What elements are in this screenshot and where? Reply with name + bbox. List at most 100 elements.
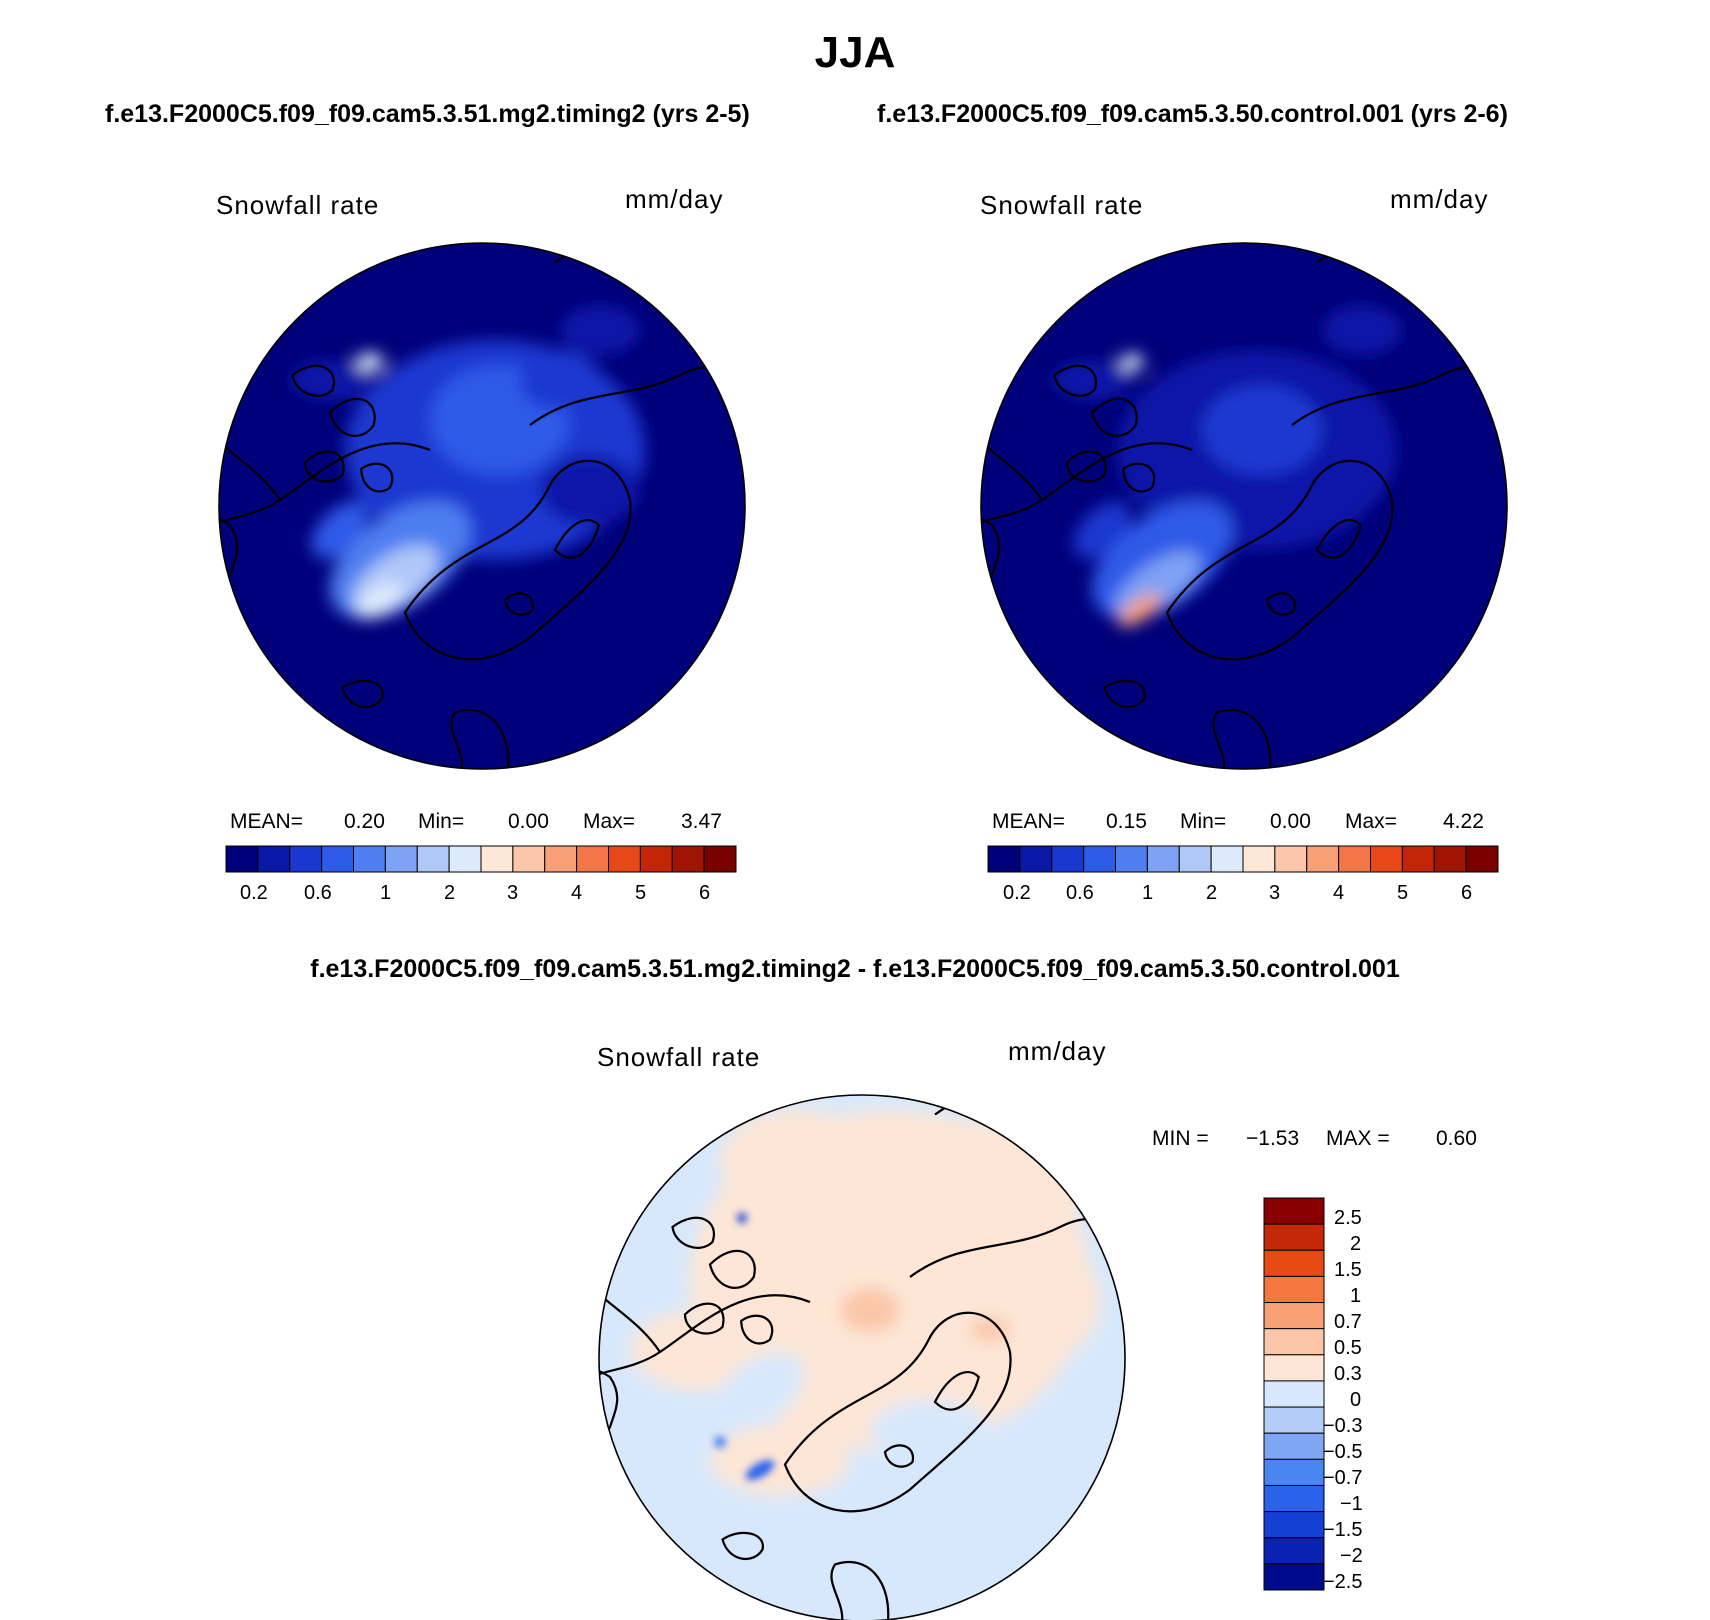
right-tick: 0.2 [1003, 882, 1031, 904]
right-polar-map [980, 242, 1508, 770]
left-max-label: Max= [583, 810, 635, 833]
left-mean-label: MEAN= [230, 810, 303, 833]
right-colorbar-swatch [1146, 845, 1180, 873]
left-tick: 4 [571, 882, 583, 904]
diff-min-label: MIN = [1152, 1127, 1209, 1150]
diff-tick: 0 [1350, 1389, 1362, 1411]
diff-tick: −0.7 [1323, 1467, 1363, 1489]
left-mean-value: 0.20 [344, 810, 385, 833]
right-min-value: 0.00 [1270, 810, 1311, 833]
diff-min-value: −1.53 [1246, 1127, 1300, 1150]
diff-tick: 2.5 [1334, 1207, 1362, 1229]
left-colorbar-swatch [544, 845, 578, 873]
diff-colorbar-swatch [1263, 1458, 1325, 1486]
diff-colorbar-swatch [1263, 1249, 1325, 1277]
left-colorbar-swatch [480, 845, 514, 873]
left-colorbar-swatch [576, 845, 609, 873]
left-colorbar-swatch [384, 845, 418, 873]
right-variable-label: Snowfall rate [980, 190, 1144, 220]
left-colorbar-swatch [225, 845, 259, 873]
left-colorbar-swatch [512, 845, 546, 873]
left-tick: 3 [507, 882, 519, 904]
diff-tick: −1.5 [1323, 1519, 1363, 1541]
diff-colorbar-swatch [1263, 1302, 1325, 1330]
right-tick: 3 [1269, 882, 1281, 904]
left-colorbar-swatch [321, 845, 354, 873]
left-colorbar-swatch [353, 845, 386, 873]
diff-tick: −1 [1340, 1493, 1363, 1515]
right-colorbar-swatch [1083, 845, 1116, 873]
left-colorbar-swatch [448, 845, 482, 873]
diff-tick: −2 [1340, 1545, 1363, 1567]
right-colorbar-swatch [1274, 845, 1308, 873]
diff-variable-label: Snowfall rate [597, 1042, 761, 1072]
right-min-label: Min= [1180, 810, 1227, 833]
diff-tick: 0.3 [1334, 1363, 1362, 1385]
right-max-value: 4.22 [1443, 810, 1484, 833]
diff-colorbar-swatch [1263, 1223, 1325, 1251]
left-colorbar [225, 845, 737, 873]
right-mean-value: 0.15 [1106, 810, 1147, 833]
right-units-label: mm/day [1390, 184, 1489, 214]
right-tick: 4 [1333, 882, 1345, 904]
left-tick: 2 [444, 882, 456, 904]
right-max-label: Max= [1345, 810, 1397, 833]
right-colorbar-swatch [1115, 845, 1148, 873]
diff-tick: 1.5 [1334, 1259, 1362, 1281]
right-tick: 5 [1397, 882, 1409, 904]
diff-max-value: 0.60 [1436, 1127, 1477, 1150]
right-colorbar-swatch [1338, 845, 1371, 873]
diff-units-label: mm/day [1008, 1036, 1107, 1066]
right-case-title: f.e13.F2000C5.f09_f09.cam5.3.50.control.… [877, 100, 1508, 128]
diff-tick: 1 [1350, 1285, 1362, 1307]
diff-colorbar-swatch [1263, 1354, 1325, 1382]
left-colorbar-swatch [703, 845, 737, 873]
page-title: JJA [814, 28, 896, 77]
diff-colorbar-swatch [1263, 1328, 1325, 1356]
diff-colorbar-swatch [1263, 1537, 1325, 1565]
diff-colorbar-swatch [1263, 1484, 1325, 1513]
right-colorbar-swatch [1401, 845, 1435, 873]
left-colorbar-swatch [416, 845, 450, 873]
left-colorbar-swatch [639, 845, 673, 873]
diff-max-label: MAX = [1326, 1127, 1390, 1150]
right-mean-label: MEAN= [992, 810, 1065, 833]
diff-colorbar-swatch [1263, 1380, 1325, 1408]
left-polar-map [218, 242, 746, 770]
right-colorbar-swatch [1370, 845, 1403, 873]
left-colorbar-swatch [289, 845, 323, 873]
right-colorbar-swatch [1019, 845, 1053, 873]
diff-colorbar [1263, 1197, 1325, 1591]
diff-tick: −2.5 [1323, 1571, 1363, 1593]
left-tick: 1 [380, 882, 392, 904]
left-tick: 5 [635, 882, 647, 904]
right-colorbar-swatch [1465, 845, 1499, 873]
left-max-value: 3.47 [681, 810, 722, 833]
right-tick: 6 [1461, 882, 1473, 904]
left-colorbar-swatch [608, 845, 641, 873]
difference-title: f.e13.F2000C5.f09_f09.cam5.3.51.mg2.timi… [310, 955, 1400, 983]
left-tick: 0.2 [240, 882, 268, 904]
diff-colorbar-swatch [1263, 1275, 1325, 1304]
right-colorbar-swatch [987, 845, 1021, 873]
right-tick: 1 [1142, 882, 1154, 904]
left-min-value: 0.00 [508, 810, 549, 833]
left-variable-label: Snowfall rate [216, 190, 380, 220]
left-units-label: mm/day [625, 184, 724, 214]
left-case-title: f.e13.F2000C5.f09_f09.cam5.3.51.mg2.timi… [105, 100, 750, 128]
diff-tick: 0.7 [1334, 1311, 1362, 1333]
left-colorbar-swatch [671, 845, 705, 873]
diff-tick: 0.5 [1334, 1337, 1362, 1359]
right-colorbar-swatch [1210, 845, 1244, 873]
right-colorbar-swatch [1433, 845, 1467, 873]
diff-tick: 2 [1350, 1233, 1362, 1255]
right-colorbar-swatch [1178, 845, 1212, 873]
diff-colorbar-swatch [1263, 1511, 1325, 1539]
right-colorbar-swatch [1306, 845, 1340, 873]
right-colorbar-swatch [1051, 845, 1085, 873]
diff-colorbar-swatch [1263, 1197, 1325, 1225]
diff-tick: −0.3 [1323, 1415, 1363, 1437]
right-colorbar-swatch [1242, 845, 1276, 873]
right-colorbar [987, 845, 1499, 873]
